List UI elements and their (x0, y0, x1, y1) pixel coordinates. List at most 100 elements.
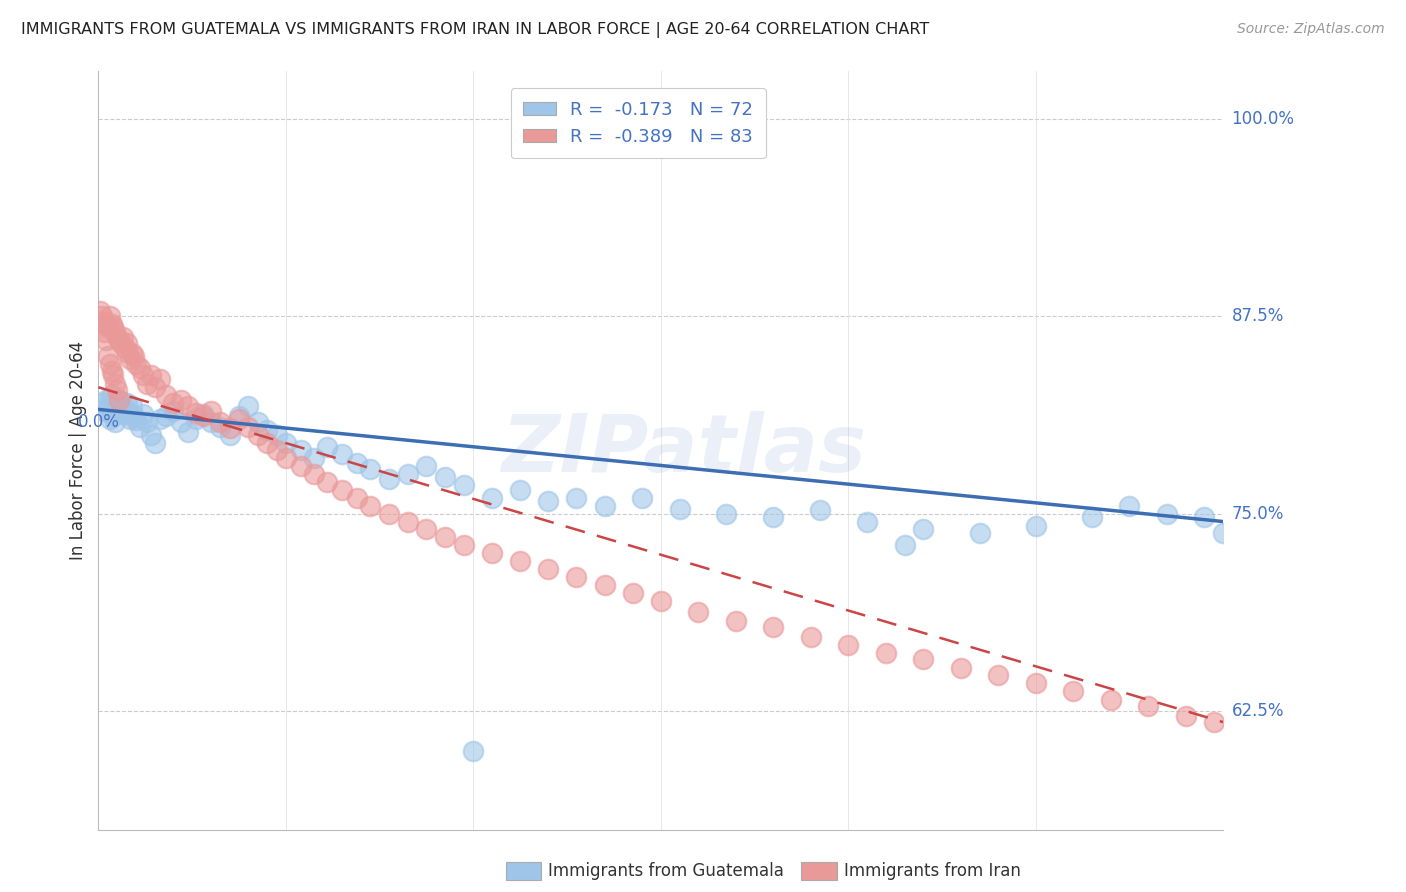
Point (108, 333, 131, 347)
Point (359, 499, 381, 513)
Point (238, 399, 260, 413)
Point (987, 667, 1010, 681)
Point (132, 407, 155, 421)
Point (111, 401, 134, 415)
Point (415, 459, 437, 474)
Point (218, 421, 240, 435)
Point (115, 336, 138, 351)
Point (93, 325, 115, 339)
Point (193, 407, 215, 421)
Point (108, 392, 131, 407)
Point (128, 361, 150, 376)
Point (132, 368, 155, 382)
Point (537, 562, 560, 576)
Point (1118, 499, 1140, 513)
Point (98, 412, 121, 426)
Point (378, 472, 401, 486)
Point (453, 478, 475, 492)
Point (139, 427, 162, 442)
Point (228, 412, 250, 426)
Point (1025, 519, 1047, 533)
Point (463, 743, 485, 757)
Point (893, 538, 915, 552)
Point (330, 447, 353, 461)
Point (94, 333, 117, 347)
Text: 62.5%: 62.5% (1232, 702, 1284, 720)
Point (162, 404, 184, 418)
Point (177, 399, 200, 413)
Point (89, 304, 111, 318)
Point (256, 435, 278, 450)
Point (266, 443, 288, 458)
Point (104, 415, 127, 429)
Point (136, 415, 159, 429)
Point (143, 435, 166, 450)
Point (716, 507, 738, 521)
Text: 100.0%: 100.0% (1232, 110, 1295, 128)
Point (302, 467, 325, 482)
Point (453, 538, 475, 552)
Point (209, 415, 232, 429)
Text: Immigrants from Iran: Immigrants from Iran (844, 862, 1021, 880)
Point (98, 309, 121, 323)
Point (100, 364, 122, 378)
Point (1081, 509, 1104, 524)
Point (1212, 525, 1234, 540)
Point (330, 483, 353, 497)
Point (103, 320, 125, 334)
Point (121, 345, 143, 359)
Point (415, 523, 437, 537)
Point (668, 502, 690, 516)
Point (593, 499, 616, 513)
Point (246, 415, 269, 429)
Point (238, 419, 260, 434)
Point (346, 491, 368, 505)
Point (481, 546, 503, 560)
Point (396, 467, 419, 482)
Point (565, 491, 588, 505)
Point (114, 407, 136, 421)
Point (155, 388, 177, 402)
Point (1194, 509, 1216, 524)
Point (509, 554, 531, 568)
Point (200, 415, 222, 429)
Point (100, 317, 122, 331)
Y-axis label: In Labor Force | Age 20-64: In Labor Force | Age 20-64 (69, 341, 87, 560)
Point (94, 392, 117, 407)
Point (98, 357, 121, 371)
Point (316, 475, 339, 489)
Point (631, 491, 654, 505)
Point (103, 368, 125, 382)
Point (136, 377, 159, 392)
Point (155, 409, 177, 423)
Point (120, 351, 142, 366)
Point (593, 578, 616, 592)
Point (97, 320, 120, 334)
Point (105, 398, 128, 412)
Point (481, 491, 503, 505)
Point (1025, 675, 1047, 690)
Point (396, 515, 419, 529)
Text: ZIPatlas: ZIPatlas (501, 411, 866, 490)
Point (122, 409, 145, 423)
Point (111, 330, 134, 344)
Point (228, 409, 250, 423)
Point (565, 570, 588, 584)
Point (856, 515, 879, 529)
Point (621, 585, 644, 599)
Point (808, 503, 831, 517)
Point (688, 605, 710, 619)
Point (184, 412, 207, 426)
Point (912, 652, 935, 666)
Point (93, 404, 115, 418)
Text: 75.0%: 75.0% (1232, 505, 1284, 523)
Point (949, 661, 972, 675)
Point (274, 435, 297, 450)
Text: 87.5%: 87.5% (1232, 307, 1284, 326)
Point (149, 412, 172, 426)
Point (218, 427, 240, 442)
Point (162, 396, 184, 410)
Point (650, 593, 672, 607)
Point (969, 525, 991, 540)
Point (114, 341, 136, 355)
